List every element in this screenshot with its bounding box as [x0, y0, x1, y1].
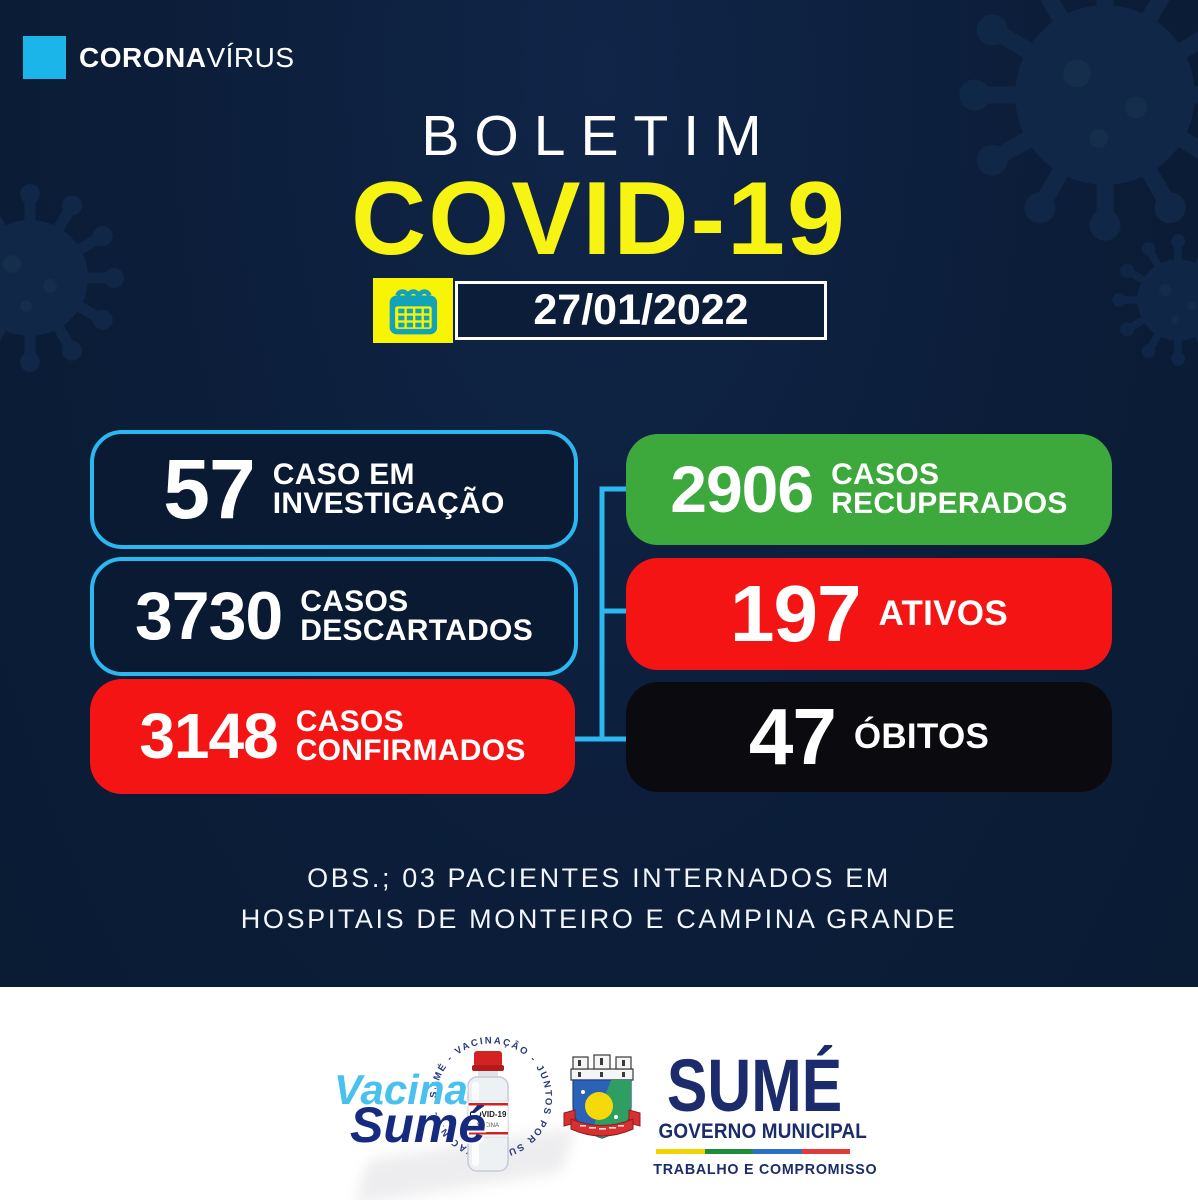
bulletin-title: BOLETIM	[421, 104, 777, 168]
observation-note: OBS.; 03 PACIENTES INTERNADOS EM HOSPITA…	[0, 858, 1198, 939]
vaccine-vial: COVID-19 VACINA	[467, 1051, 509, 1172]
government-tagline: TRABALHO E COMPROMISSO	[653, 1161, 878, 1179]
stat-value: 3148	[139, 699, 278, 772]
brand-square	[23, 36, 66, 79]
footer: SUMÉ - VACINAÇÃO - JUNTOS POR SUMÉ - VAC…	[0, 987, 1198, 1200]
stat-label: CASOS CONFIRMADOS	[295, 705, 526, 767]
sume-word: Sumé	[350, 1096, 487, 1153]
stripe-blue	[753, 1149, 802, 1155]
stat-card-confirmed: 3148 CASOS CONFIRMADOS	[90, 679, 575, 794]
covid19-title: COVID-19	[351, 161, 847, 277]
stat-card-recovered: 2906 CASOS RECUPERADOS	[626, 434, 1112, 545]
vacina-word: Vacina	[334, 1066, 468, 1113]
stripe-red	[801, 1149, 850, 1155]
brand-text-bold: CORONA	[79, 42, 207, 73]
note-line-1: OBS.; 03 PACIENTES INTERNADOS EM	[307, 863, 891, 893]
brand: CORONAVÍRUS	[23, 36, 295, 79]
stripe-yellow	[656, 1149, 705, 1155]
stat-label: CASOS DESCARTADOS	[300, 585, 534, 647]
stat-value: 47	[748, 692, 837, 781]
government-subtitle: GOVERNO MUNICIPAL	[658, 1120, 868, 1144]
calendar-icon-box	[373, 278, 453, 343]
sume-coat-of-arms	[563, 1054, 641, 1139]
government-name: SUMÉ	[666, 1044, 843, 1127]
stat-label: CASOS RECUPERADOS	[831, 458, 1068, 520]
calendar-icon	[389, 288, 438, 334]
stat-value: 57	[163, 441, 255, 536]
stat-value: 197	[730, 569, 861, 658]
stat-card-active: 197 ATIVOS	[626, 558, 1112, 670]
stat-value: 2906	[670, 451, 814, 526]
note-line-2: HOSPITAIS DE MONTEIRO E CAMPINA GRANDE	[240, 903, 958, 934]
date-row: 27/01/2022	[373, 278, 827, 343]
brand-text: CORONAVÍRUS	[79, 36, 295, 79]
stat-card-discarded: 3730 CASOS DESCARTADOS	[90, 557, 578, 676]
svg-text:COVID-19: COVID-19	[470, 1110, 507, 1119]
stat-card-deaths: 47 ÓBITOS	[626, 682, 1112, 792]
government-logo: SUMÉ GOVERNO MUNICIPAL TRABALHO E COMPRO…	[648, 1044, 878, 1179]
stat-card-investigation: 57 CASO EM INVESTIGAÇÃO	[90, 430, 578, 549]
stat-value: 3730	[134, 577, 283, 654]
flag-stripe	[656, 1149, 850, 1155]
date-value: 27/01/2022	[455, 281, 827, 340]
stat-label: CASO EM INVESTIGAÇÃO	[272, 458, 505, 520]
brand-text-light: VÍRUS	[206, 42, 295, 73]
stripe-green	[704, 1149, 753, 1155]
stat-label: ATIVOS	[878, 594, 1008, 634]
stat-label: ÓBITOS	[853, 717, 990, 757]
vacina-sume-logo: Vacina Sumé	[334, 1066, 487, 1153]
svg-text:VACINA: VACINA	[477, 1123, 499, 1129]
